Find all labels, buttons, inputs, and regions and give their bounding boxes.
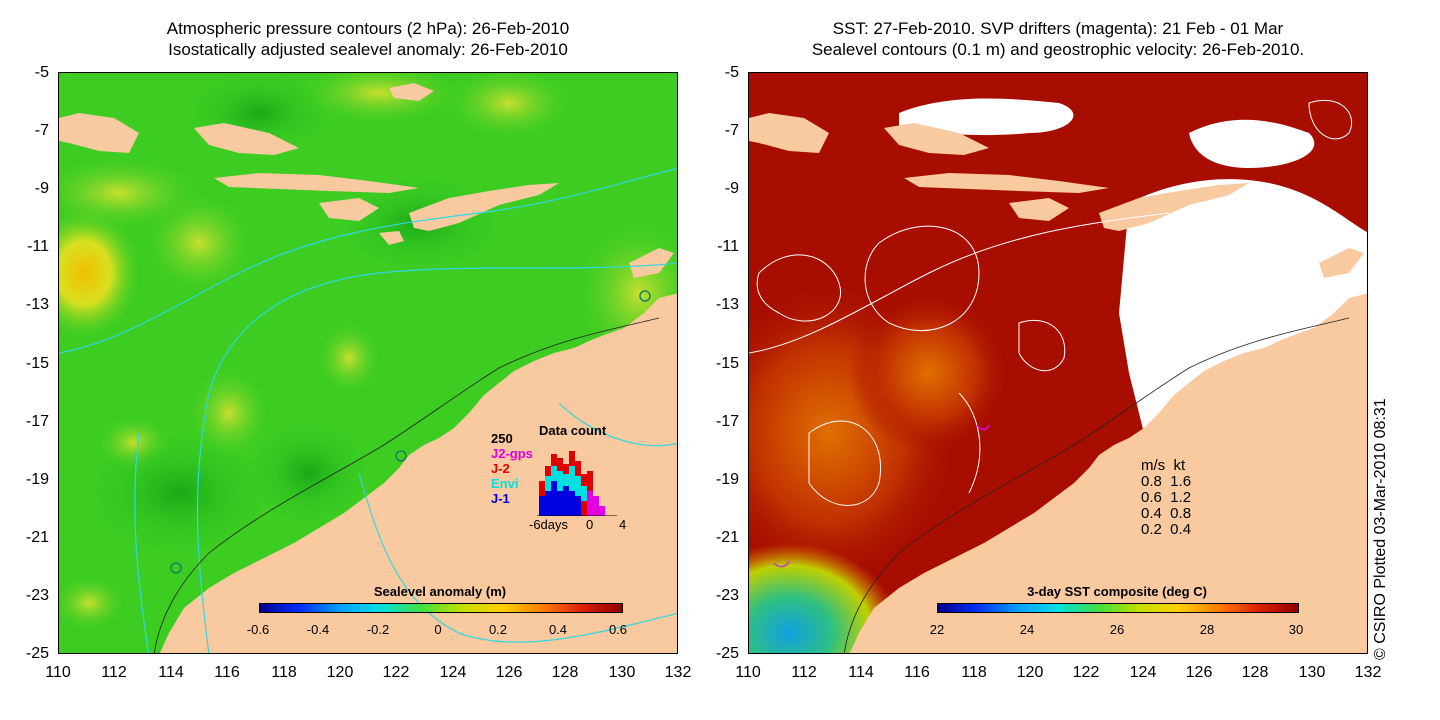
right-ytick-3: -11	[717, 238, 739, 255]
left-xtick-4: 118	[271, 664, 297, 681]
left-ytick-9: -23	[25, 587, 49, 604]
left-xtick-2: 114	[158, 664, 184, 681]
histogram-title: Data count	[539, 423, 607, 438]
left-ytick-3: -11	[27, 238, 49, 255]
right-ytick-4: -13	[715, 296, 739, 313]
sst-colorbar	[937, 603, 1299, 613]
right-xtick-3: 116	[904, 664, 930, 681]
legend-j2: J-2	[491, 461, 510, 476]
left-xtick-11: 132	[664, 664, 692, 681]
velocity-legend-header: m/s kt	[1141, 457, 1186, 474]
legend-envi: Envi	[491, 476, 519, 491]
left-ytick-1: -7	[34, 122, 49, 139]
right-ytick-8: -21	[715, 529, 739, 546]
anomaly-colorbar	[259, 603, 623, 613]
left-xtick-6: 122	[382, 664, 410, 681]
sst-tick-0: 22	[929, 622, 945, 637]
left-ytick-7: -19	[25, 471, 49, 488]
histogram-bars	[537, 451, 617, 516]
right-ytick-10: -25	[715, 645, 739, 662]
right-xtick-2: 114	[848, 664, 874, 681]
right-ytick-7: -19	[715, 471, 739, 488]
left-ytick-0: -5	[34, 64, 49, 81]
left-ytick-2: -9	[34, 180, 49, 197]
left-ytick-6: -17	[25, 413, 49, 430]
left-ytick-10: -25	[25, 645, 49, 662]
sst-map-graphic	[749, 73, 1367, 653]
right-xtick-6: 122	[1072, 664, 1100, 681]
right-xtick-8: 126	[1185, 664, 1213, 681]
right-xtick-5: 120	[1016, 664, 1044, 681]
sst-tick-2: 26	[1109, 622, 1125, 637]
histogram-ymax: 250	[491, 431, 513, 446]
sst-tick-3: 28	[1199, 622, 1215, 637]
sst-colorbar-title: 3-day SST composite (deg C)	[1027, 584, 1207, 599]
sst-tick-1: 24	[1019, 622, 1035, 637]
velocity-legend-row-3: 0.2 0.4	[1141, 521, 1192, 538]
right-xtick-7: 124	[1129, 664, 1157, 681]
anomaly-tick-0: -0.6	[246, 622, 270, 637]
legend-j2gps: J2-gps	[491, 446, 533, 461]
right-xtick-10: 130	[1298, 664, 1326, 681]
left-xtick-10: 130	[608, 664, 636, 681]
csiro-credit: © CSIRO Plotted 03-Mar-2010 08:31	[1372, 398, 1389, 660]
left-ytick-4: -13	[25, 296, 49, 313]
right-title-line1: SST: 27-Feb-2010. SVP drifters (magenta)…	[832, 19, 1284, 38]
right-ytick-9: -23	[715, 587, 739, 604]
velocity-legend-row-0: 0.8 1.6	[1141, 473, 1192, 490]
anomaly-tick-3: 0	[434, 622, 442, 637]
legend-j1: J-1	[491, 491, 510, 506]
left-xtick-7: 124	[439, 664, 467, 681]
left-xtick-5: 120	[326, 664, 354, 681]
sealevel-anomaly-map: Sealevel anomaly (m) Data count 250 J2-g…	[58, 72, 678, 654]
velocity-legend-row-2: 0.4 0.8	[1141, 505, 1192, 522]
right-xtick-9: 128	[1241, 664, 1269, 681]
right-ytick-5: -15	[715, 355, 739, 372]
sealevel-anomaly-map-graphic	[59, 73, 677, 653]
left-ytick-8: -21	[25, 529, 49, 546]
histogram-xtick-end: 4	[619, 517, 627, 532]
right-xtick-11: 132	[1354, 664, 1382, 681]
anomaly-colorbar-title: Sealevel anomaly (m)	[373, 584, 507, 599]
anomaly-tick-2: -0.2	[366, 622, 390, 637]
anomaly-tick-6: 0.6	[608, 622, 628, 637]
right-ytick-2: -9	[724, 180, 739, 197]
right-xtick-1: 112	[791, 664, 817, 681]
right-xtick-4: 118	[961, 664, 987, 681]
left-xtick-0: 110	[45, 664, 71, 681]
data-count-histogram: Data count 250 J2-gps J-2 Envi J-1 -6day…	[489, 421, 639, 532]
velocity-legend-row-1: 0.6 1.2	[1141, 489, 1192, 506]
anomaly-tick-1: -0.4	[306, 622, 330, 637]
sst-map: 3-day SST composite (deg C) m/s kt 0.8 1…	[748, 72, 1368, 654]
left-xtick-8: 126	[495, 664, 523, 681]
right-ytick-0: -5	[724, 64, 739, 81]
left-xtick-9: 128	[551, 664, 579, 681]
anomaly-tick-5: 0.4	[548, 622, 568, 637]
left-title-line1: Atmospheric pressure contours (2 hPa): 2…	[166, 19, 570, 38]
right-ytick-6: -17	[715, 413, 739, 430]
left-ytick-5: -15	[25, 355, 49, 372]
right-title-line2: Sealevel contours (0.1 m) and geostrophi…	[811, 40, 1305, 59]
left-xtick-3: 116	[214, 664, 240, 681]
sst-tick-4: 30	[1288, 622, 1304, 637]
left-title-line2: Isostatically adjusted sealevel anomaly:…	[168, 40, 568, 59]
anomaly-tick-4: 0.2	[488, 622, 508, 637]
histogram-xtick-start: -6days	[529, 517, 569, 532]
left-xtick-1: 112	[101, 664, 127, 681]
right-ytick-1: -7	[724, 122, 739, 139]
histogram-xtick-zero: 0	[586, 517, 594, 532]
right-xtick-0: 110	[735, 664, 761, 681]
